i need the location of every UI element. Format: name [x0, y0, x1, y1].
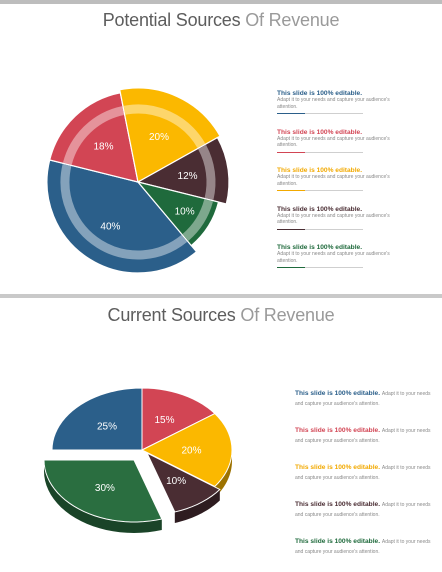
bottom-pie-slice-label: 30% [95, 483, 115, 494]
top-note-rule [277, 190, 363, 191]
bottom-note-heading: This slide is 100% editable. [295, 501, 382, 508]
bottom-note-heading: This slide is 100% editable. [295, 538, 382, 545]
bottom-pie-slice-label: 10% [166, 476, 186, 487]
top-border [0, 0, 442, 4]
top-note-text: Adapt it to your needs and capture your … [277, 97, 390, 110]
top-note-item: This slide is 100% editable. Adapt it to … [277, 206, 405, 230]
top-note-text: Adapt it to your needs and capture your … [277, 212, 390, 226]
bottom-pie-slice: 10% [145, 451, 221, 513]
bottom-note-text: Adapt it to your needs and capture your … [295, 428, 431, 444]
top-note-heading: This slide is 100% editable. [277, 244, 363, 251]
top-title-main: Potential Sources [102, 10, 241, 30]
bottom-pie-slice-side [214, 450, 232, 498]
top-note-heading: This slide is 100% editable. [277, 205, 363, 213]
bottom-note-heading: This slide is 100% editable. [295, 390, 382, 397]
top-note-text: Adapt it to your needs and capture your … [277, 174, 390, 187]
bottom-pie-slice: 25% [51, 387, 143, 451]
top-pie-slice: 18% [48, 92, 139, 183]
bottom-note-heading: This slide is 100% editable. [295, 427, 382, 434]
top-note-rule [277, 228, 363, 230]
bottom-pie-slice: 30% [43, 459, 163, 523]
bottom-title-main: Current Sources [107, 305, 236, 325]
top-pie-slice: 20% [119, 87, 221, 183]
bottom-note-item: This slide is 100% editable. Adapt it to… [295, 463, 431, 483]
top-pie-slice-label: 40% [100, 222, 120, 233]
top-note-rule [277, 267, 363, 268]
top-pie-slice-label: 12% [178, 171, 198, 182]
bottom-note-text: Adapt it to your needs and capture your … [295, 539, 431, 555]
bottom-note-text: Adapt it to your needs and capture your … [295, 391, 431, 407]
bottom-pie-slice: 15% [141, 387, 216, 451]
top-note-item: This slide is 100% editable. Adapt it to … [277, 167, 405, 191]
top-title-accent: Of Revenue [245, 10, 340, 30]
bottom-note-item: This slide is 100% editable. Adapt it to… [295, 389, 431, 409]
top-note-heading: This slide is 100% editable. [277, 90, 363, 97]
top-note-item: This slide is 100% editable. Adapt it to … [277, 244, 405, 268]
bottom-pie-slice-side [174, 489, 220, 523]
top-note-rule [277, 113, 363, 114]
top-note-heading: This slide is 100% editable. [277, 128, 363, 136]
bottom-pie-slice-label: 25% [97, 421, 117, 432]
top-pie-slice-label: 20% [149, 132, 169, 143]
top-pie-slice: 40% [46, 159, 198, 274]
section-divider [0, 294, 442, 298]
bottom-note-heading: This slide is 100% editable. [295, 464, 382, 471]
bottom-pie-slice-side [44, 460, 162, 533]
potential-sources-pie-chart: 40% 18% 20% 12% 10% [46, 87, 230, 274]
bottom-pie-slice-label: 20% [181, 446, 201, 457]
top-note-text: Adapt it to your needs and capture your … [277, 135, 390, 149]
top-note-rule [277, 151, 363, 153]
top-panel-title: Potential Sources Of Revenue [0, 10, 442, 31]
bottom-title-accent: Of Revenue [240, 305, 335, 325]
top-note-item: This slide is 100% editable. Adapt it to … [277, 129, 405, 153]
top-note-item: This slide is 100% editable. Adapt it to … [277, 90, 405, 114]
top-pie-slice: 10% [136, 180, 220, 247]
top-note-heading: This slide is 100% editable. [277, 167, 363, 174]
bottom-note-text: Adapt it to your needs and capture your … [295, 502, 431, 518]
bottom-pie-slice: 20% [140, 412, 233, 488]
bottom-note-item: This slide is 100% editable. Adapt it to… [295, 537, 431, 557]
bottom-pie-slice-label: 15% [154, 415, 174, 426]
top-note-text: Adapt it to your needs and capture your … [277, 251, 390, 264]
bottom-note-text: Adapt it to your needs and capture your … [295, 465, 431, 481]
bottom-note-item: This slide is 100% editable. Adapt it to… [295, 426, 431, 446]
bottom-panel-title: Current Sources Of Revenue [0, 305, 442, 326]
top-pie-slice-label: 18% [94, 141, 114, 152]
top-pie-slice-label: 10% [175, 207, 195, 218]
bottom-note-item: This slide is 100% editable. Adapt it to… [295, 500, 431, 520]
